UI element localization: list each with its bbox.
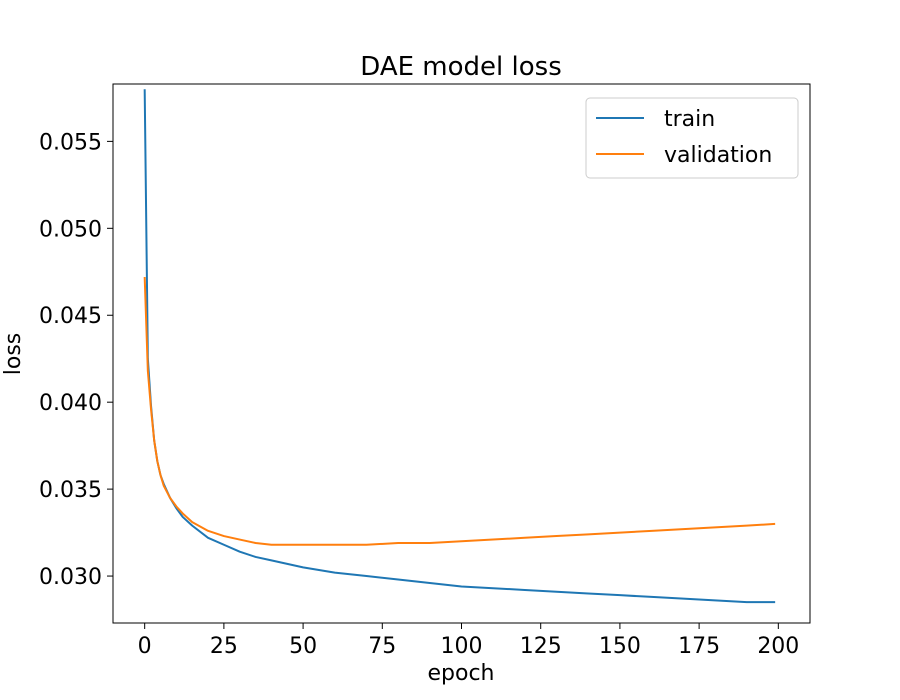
y-tick-label: 0.045 bbox=[39, 304, 102, 329]
x-tick-label: 0 bbox=[138, 634, 152, 659]
x-tick-label: 100 bbox=[441, 634, 483, 659]
series-line-validation bbox=[143, 276, 776, 546]
x-axis-ticks: 0 25 50 75 100 125 150 175 200 bbox=[138, 623, 799, 659]
y-tick-label: 0.055 bbox=[39, 130, 102, 155]
legend-label-validation: validation bbox=[664, 143, 772, 168]
x-tick-label: 125 bbox=[520, 634, 562, 659]
x-tick-label: 75 bbox=[368, 634, 396, 659]
x-tick-label: 150 bbox=[599, 634, 641, 659]
y-tick-label: 0.030 bbox=[39, 565, 102, 590]
y-axis-ticks: 0.030 0.035 0.040 0.045 0.050 0.055 bbox=[39, 130, 113, 590]
x-tick-label: 200 bbox=[757, 634, 799, 659]
y-tick-label: 0.050 bbox=[39, 217, 102, 242]
y-tick-label: 0.040 bbox=[39, 391, 102, 416]
x-axis-label: epoch bbox=[428, 661, 495, 686]
x-tick-label: 25 bbox=[210, 634, 238, 659]
y-axis-label: loss bbox=[1, 333, 26, 376]
chart-title: DAE model loss bbox=[360, 52, 562, 82]
x-tick-label: 175 bbox=[678, 634, 720, 659]
x-tick-label: 50 bbox=[289, 634, 317, 659]
y-tick-label: 0.035 bbox=[39, 478, 102, 503]
legend-label-train: train bbox=[664, 107, 715, 132]
legend: train validation bbox=[585, 97, 799, 179]
series-layer bbox=[143, 89, 776, 604]
